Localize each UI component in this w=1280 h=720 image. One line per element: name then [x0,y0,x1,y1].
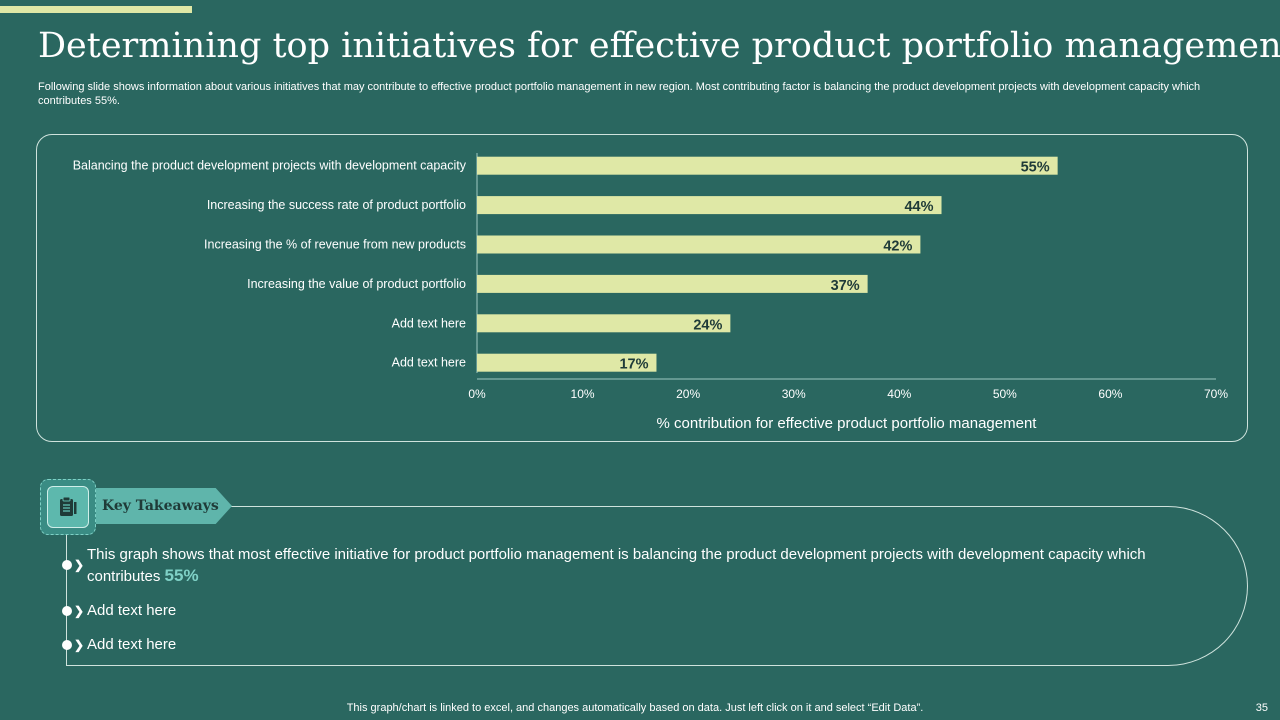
data-label-5: 24% [693,317,722,333]
data-label-2: 44% [904,199,933,215]
takeaway-point-2: Add text here [87,602,177,619]
takeaways-icon-box [40,479,96,535]
takeaway-point-1: This graph shows that most effective ini… [87,546,1146,585]
x-tick-label-50: 50% [993,387,1017,401]
key-takeaways-label: Key Takeaways [96,488,232,524]
data-label-1: 55% [1021,160,1050,176]
bar-chart[interactable]: Balancing the product development projec… [37,135,1249,443]
category-label-1: Balancing the product development projec… [73,159,467,173]
chart-panel: Balancing the product development projec… [36,134,1248,442]
takeaway-highlight: 55% [164,566,199,585]
takeaways-timeline [66,530,67,666]
x-tick-label-70: 70% [1204,387,1228,401]
takeaway-bullet-2: ❯ [62,605,84,617]
data-label-4: 37% [831,278,860,294]
x-tick-label-30: 30% [782,387,806,401]
takeaway-bullet-3: ❯ [62,639,84,651]
category-label-4: Increasing the value of product portfoli… [247,277,466,291]
slide-title: Determining top initiatives for effectiv… [38,26,1280,66]
takeaway-point-3: Add text here [87,636,177,653]
category-label-6: Add text here [392,356,466,370]
data-label-3: 42% [883,239,912,255]
takeaways-frame [66,506,1248,666]
bar-6 [477,353,657,372]
top-accent-bar [0,6,192,13]
x-tick-label-0: 0% [468,387,486,401]
x-tick-label-10: 10% [571,387,595,401]
category-label-2: Increasing the success rate of product p… [207,198,466,212]
x-tick-label-40: 40% [887,387,911,401]
footer-note: This graph/chart is linked to excel, and… [346,702,924,714]
x-axis-title: % contribution for effective product por… [657,415,1038,432]
category-label-3: Increasing the % of revenue from new pro… [204,238,466,252]
data-label-6: 17% [619,357,648,373]
category-label-5: Add text here [392,316,466,330]
clipboard-icon [47,486,89,528]
bar-3 [477,235,921,254]
x-tick-label-60: 60% [1098,387,1122,401]
bar-4 [477,274,868,293]
x-tick-label-20: 20% [676,387,700,401]
page-number: 35 [1255,702,1268,714]
slide-subtitle: Following slide shows information about … [38,81,1201,107]
bar-5 [477,314,731,333]
takeaway-bullet-1: ❯ [62,559,84,571]
bar-1 [477,156,1058,175]
bar-2 [477,196,942,215]
